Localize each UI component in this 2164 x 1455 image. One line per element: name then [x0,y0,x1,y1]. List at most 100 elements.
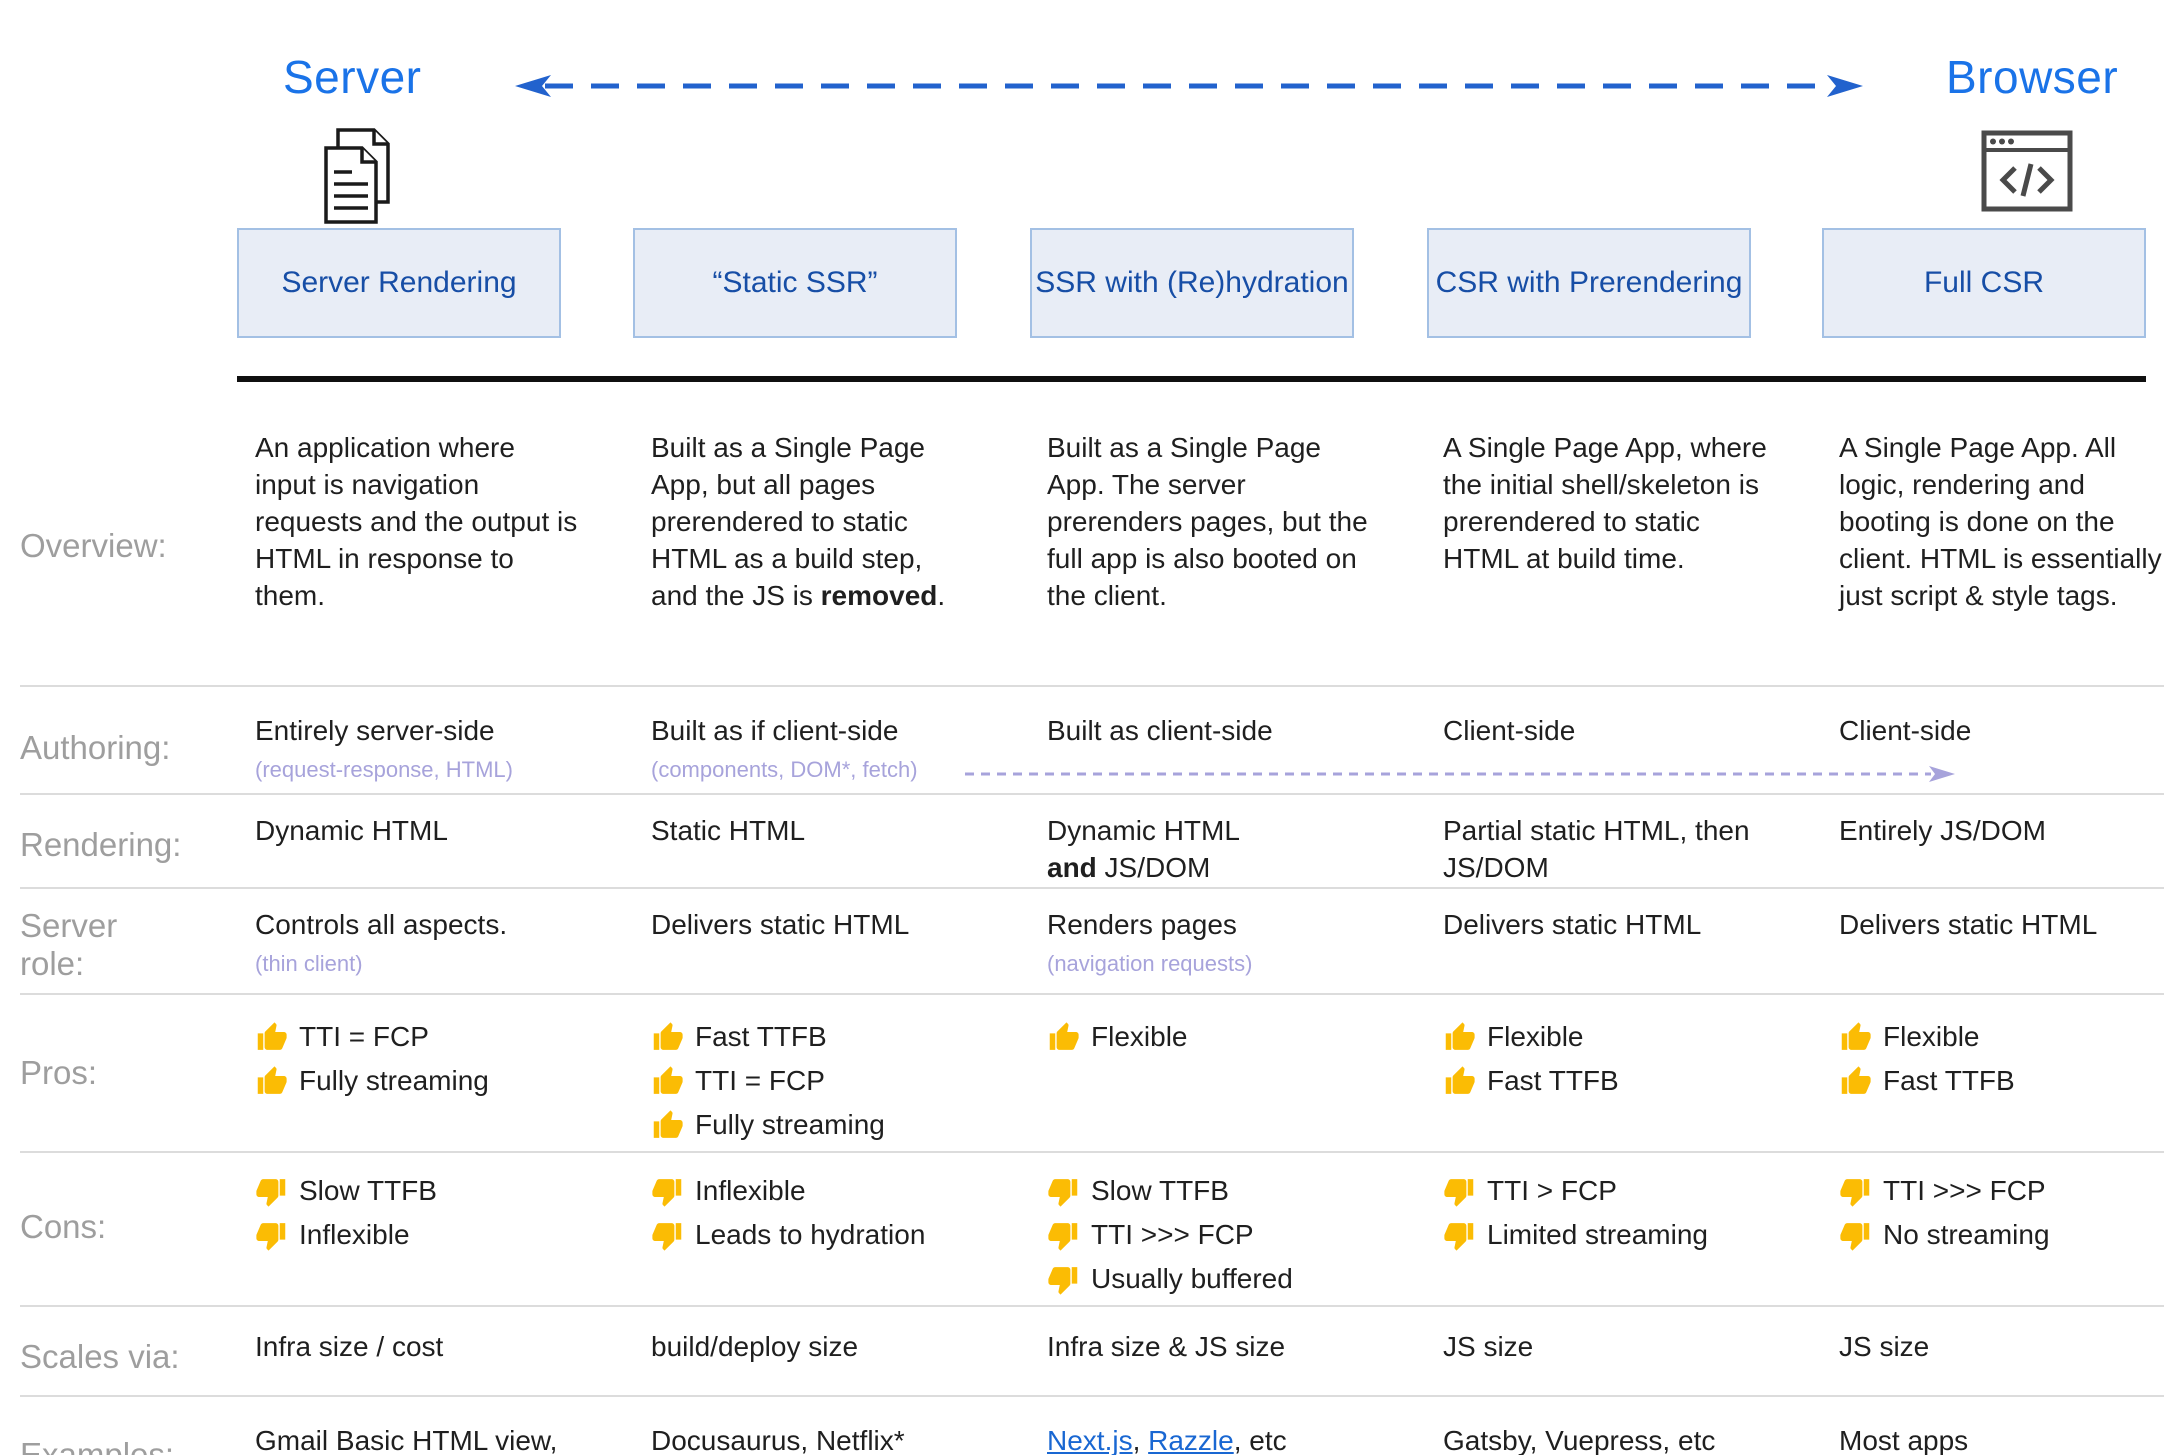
pro-item: Flexible [1443,1019,1767,1056]
con-label: TTI >>> FCP [1091,1218,1254,1250]
con-label: Usually buffered [1091,1262,1293,1294]
pro-item: Fast TTFB [1839,1063,2163,1100]
thumbs-down-icon [1839,1219,1872,1252]
server-role-cell-full-csr: Delivers static HTML [1839,908,2098,940]
pro-item: Fully streaming [651,1107,975,1144]
con-item: TTI >>> FCP [1839,1173,2163,1210]
examples-cell-ssr-rehydration: Next.js, Razzle, etc [1047,1424,1287,1455]
overview-cell-static-ssr: Built as a Single Page App, but all page… [651,432,946,611]
thumbs-up-icon [651,1109,684,1142]
thumbs-down-icon [651,1219,684,1252]
con-item: No streaming [1839,1217,2163,1254]
pro-item: Fast TTFB [651,1019,975,1056]
authoring-cell-server-rendering: Entirely server-side (request-response, … [255,713,579,784]
pros-cell-static-ssr: Fast TTFB TTI = FCP Fully streaming [651,1019,975,1151]
thumbs-down-icon [1047,1263,1080,1296]
thumbs-down-icon [255,1219,288,1252]
examples-cell-static-ssr: Docusaurus, Netflix* [651,1424,905,1455]
pro-label: Fast TTFB [695,1020,827,1052]
row-label-scales-via: Scales via: [20,1337,180,1375]
server-role-cell-server-rendering: Controls all aspects. (thin client) [255,907,579,978]
con-label: Leads to hydration [695,1218,926,1250]
table-row-server-role: Server role: Controls all aspects. (thin… [20,886,2164,993]
examples-cell-full-csr: Most apps [1839,1424,1969,1455]
table-row-overview: Overview: An application where input is … [20,382,2164,685]
pro-label: Fast TTFB [1487,1064,1619,1096]
con-item: TTI >>> FCP [1047,1217,1371,1254]
examples-cell-server-rendering: Gmail Basic HTML view, Hacker News [255,1424,558,1455]
thumbs-up-icon [1839,1021,1872,1054]
overview-cell-full-csr: A Single Page App. All logic, rendering … [1839,432,2162,611]
documents-icon [324,128,390,224]
scales-cell-static-ssr: build/deploy size [651,1330,859,1362]
table-row-cons: Cons: Slow TTFB Inflexible Inflexible Le… [20,1150,2164,1305]
con-item: Slow TTFB [1047,1173,1371,1210]
pros-cell-server-rendering: TTI = FCP Fully streaming [255,1019,579,1107]
thumbs-up-icon [1443,1065,1476,1098]
row-label-rendering: Rendering: [20,825,182,863]
thumbs-down-icon [651,1175,684,1208]
con-label: TTI >>> FCP [1883,1174,2046,1206]
comparison-table: Overview: An application where input is … [20,382,2164,1455]
overview-cell-ssr-rehydration: Built as a Single Page App. The server p… [1047,432,1368,611]
thumbs-up-icon [651,1065,684,1098]
column-header-full-csr: Full CSR [1822,228,2146,338]
cons-cell-static-ssr: Inflexible Leads to hydration [651,1173,975,1261]
thumbs-up-icon [1047,1021,1080,1054]
thumbs-down-icon [255,1175,288,1208]
nextjs-link[interactable]: Next.js [1047,1424,1133,1455]
pro-label: TTI = FCP [299,1020,429,1052]
table-row-pros: Pros: TTI = FCP Fully streaming Fast TTF… [20,992,2164,1151]
row-label-server-role: Server role: [20,906,118,982]
cons-cell-server-rendering: Slow TTFB Inflexible [255,1173,579,1261]
con-item: Inflexible [651,1173,975,1210]
con-label: Inflexible [695,1174,806,1206]
pro-item: Flexible [1839,1019,2163,1056]
thumbs-up-icon [255,1021,288,1054]
scales-cell-server-rendering: Infra size / cost [255,1330,444,1362]
con-item: Leads to hydration [651,1217,975,1254]
pro-label: TTI = FCP [695,1064,825,1096]
pro-item: Fast TTFB [1443,1063,1767,1100]
thumbs-up-icon [1839,1065,1872,1098]
row-label-overview: Overview: [20,526,167,564]
authoring-cell-full-csr: Client-side [1839,715,1972,746]
cons-cell-ssr-rehydration: Slow TTFB TTI >>> FCP Usually buffered [1047,1173,1371,1305]
pro-item: TTI = FCP [651,1063,975,1100]
server-role-cell-static-ssr: Delivers static HTML [651,908,910,940]
pro-item: TTI = FCP [255,1019,579,1056]
authoring-note: (components, DOM*, fetch) [651,756,918,782]
rendering-cell-full-csr: Entirely JS/DOM [1839,815,2046,846]
browser-label: Browser [1946,51,2119,103]
authoring-cell-csr-prerendering: Client-side [1443,715,1576,746]
table-row-authoring: Authoring: Entirely server-side (request… [20,685,2164,793]
scales-cell-ssr-rehydration: Infra size & JS size [1047,1330,1286,1362]
pro-label: Fast TTFB [1883,1064,2015,1096]
con-label: Slow TTFB [299,1174,437,1206]
pro-item: Fully streaming [255,1063,579,1100]
table-row-examples: Examples: Gmail Basic HTML view, Hacker … [20,1394,2164,1455]
thumbs-down-icon [1839,1175,1872,1208]
server-role-note: (thin client) [255,950,363,976]
pros-cell-ssr-rehydration: Flexible [1047,1019,1371,1063]
thumbs-down-icon [1443,1175,1476,1208]
razzle-link[interactable]: Razzle [1148,1424,1234,1455]
pro-label: Flexible [1487,1020,1584,1052]
pro-label: Flexible [1091,1020,1188,1052]
pro-label: Flexible [1883,1020,1980,1052]
authoring-note: (request-response, HTML) [255,756,513,782]
server-role-cell-ssr-rehydration: Renders pages (navigation requests) [1047,907,1371,978]
overview-cell-server-rendering: An application where input is navigation… [255,432,578,611]
cons-cell-full-csr: TTI >>> FCP No streaming [1839,1173,2163,1261]
row-label-authoring: Authoring: [20,729,171,766]
authoring-cell-static-ssr: Built as if client-side (components, DOM… [651,713,975,784]
server-role-note: (navigation requests) [1047,950,1253,976]
row-label-pros: Pros: [20,1053,98,1091]
con-label: No streaming [1883,1218,2050,1250]
thumbs-up-icon [651,1021,684,1054]
server-browser-spectrum-arrow [515,75,1863,97]
rendering-cell-ssr-rehydration: Dynamic HTML and JS/DOM [1047,815,1240,883]
cons-cell-csr-prerendering: TTI > FCP Limited streaming [1443,1173,1767,1261]
row-label-cons: Cons: [20,1207,107,1245]
